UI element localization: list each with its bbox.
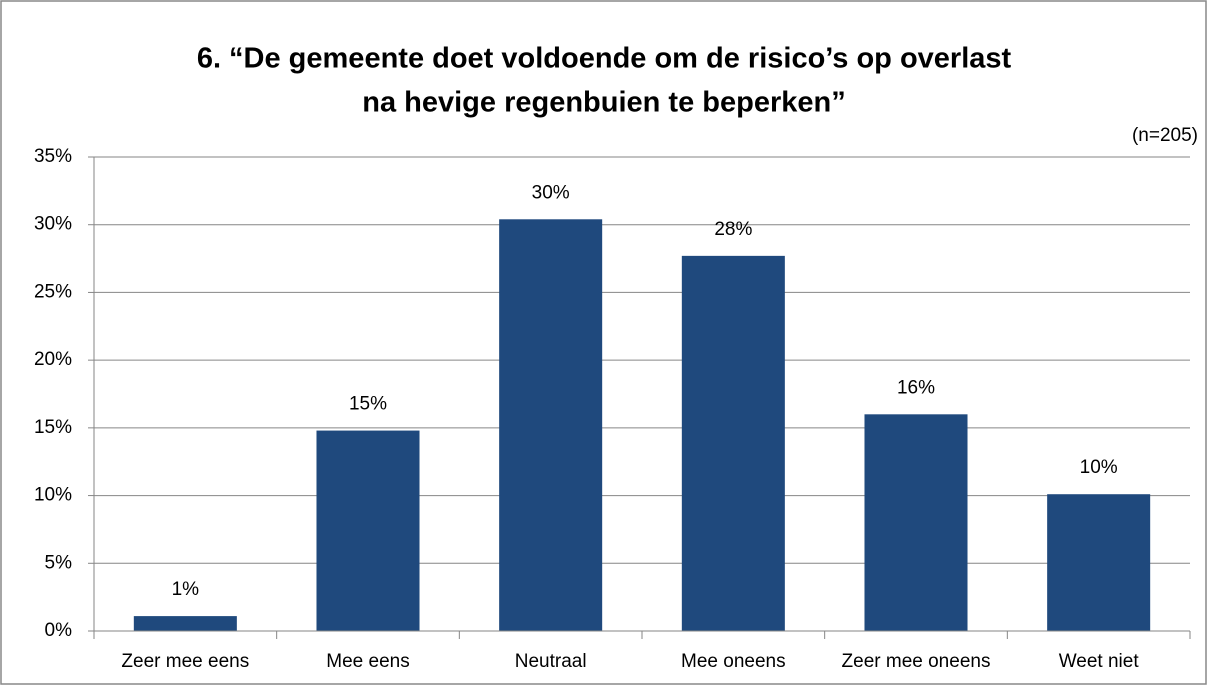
bar (499, 219, 603, 631)
bar (1047, 494, 1151, 631)
value-label: 28% (714, 219, 752, 240)
bar (864, 414, 968, 631)
y-tick-label: 30% (34, 214, 72, 235)
value-label: 15% (349, 394, 387, 415)
x-tick-label: Neutraal (515, 651, 587, 672)
value-label: 30% (532, 182, 570, 203)
y-tick-label: 25% (34, 281, 72, 302)
chart-title: 6. “De gemeente doet voldoende om de ris… (197, 43, 1012, 75)
chart-title: na hevige regenbuien te beperken” (362, 87, 845, 119)
y-tick-label: 0% (45, 620, 73, 641)
y-tick-label: 10% (34, 485, 72, 506)
y-tick-label: 20% (34, 349, 72, 370)
x-tick-label: Zeer mee oneens (842, 651, 991, 672)
y-tick-label: 35% (34, 146, 72, 167)
annotation: (n=205) (1132, 125, 1198, 146)
x-tick-label: Mee eens (326, 651, 409, 672)
bar (681, 255, 785, 631)
x-tick-label: Mee oneens (681, 651, 786, 672)
y-tick-label: 15% (34, 417, 72, 438)
bar (133, 616, 237, 631)
value-label: 1% (172, 579, 200, 600)
y-tick-label: 5% (45, 552, 73, 573)
value-label: 16% (897, 377, 935, 398)
x-tick-label: Weet niet (1059, 651, 1140, 672)
x-tick-label: Zeer mee eens (121, 651, 249, 672)
bar (316, 430, 420, 631)
value-label: 10% (1080, 457, 1118, 478)
